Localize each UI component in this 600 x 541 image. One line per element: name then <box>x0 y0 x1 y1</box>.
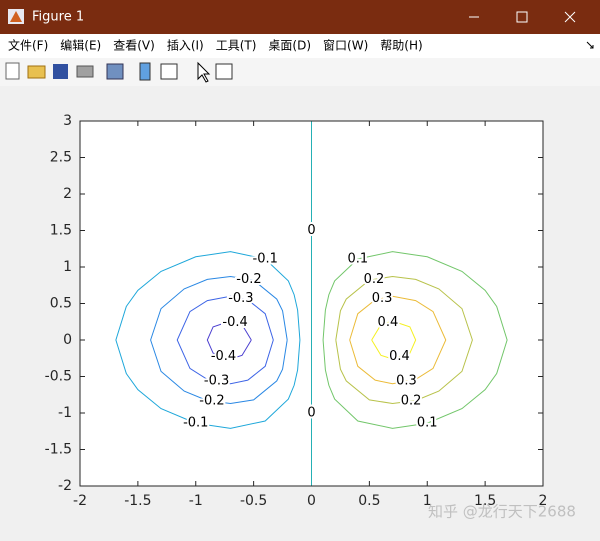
menu-item[interactable]: 查看(V) <box>113 39 155 53</box>
contour-label: 0.3 <box>396 374 417 389</box>
contour-line <box>335 275 473 405</box>
contour-line <box>150 275 288 405</box>
contour-line <box>322 251 508 429</box>
x-tick-label: 1 <box>423 493 432 509</box>
save-icon[interactable] <box>53 64 68 79</box>
new-icon[interactable] <box>5 62 20 80</box>
colorbar-icon[interactable] <box>139 62 151 81</box>
toolbar <box>0 58 600 86</box>
contour-label: -0.4 <box>222 315 247 330</box>
y-tick-label: -1 <box>58 405 72 421</box>
x-tick-label: -1.5 <box>124 493 151 509</box>
contour-line <box>371 320 417 360</box>
contour-label: -0.2 <box>236 272 261 287</box>
y-tick-label: 2.5 <box>50 150 72 166</box>
contour-label: -0.3 <box>228 291 253 306</box>
contour-label: -0.2 <box>199 394 224 409</box>
x-tick-label: 0 <box>307 493 316 509</box>
menu-bar <box>0 34 600 58</box>
menu-item[interactable]: 工具(T) <box>216 39 257 53</box>
contour-label: -0.1 <box>253 251 278 266</box>
toolbar-icons <box>5 61 233 83</box>
x-tick-label: -0.5 <box>240 493 267 509</box>
y-tick-label: 0 <box>63 332 72 348</box>
menu-item[interactable]: 文件(F) <box>8 38 48 53</box>
contour-label: 0.1 <box>347 251 368 266</box>
y-tick-label: -2 <box>58 478 72 494</box>
contour-label: 0.1 <box>417 416 438 431</box>
pointer-icon[interactable] <box>197 61 211 83</box>
contour-line <box>176 295 274 385</box>
menu: 文件(F) 编辑(E) 查看(V) 插入(I) 工具(T) 桌面(D) 窗口(W) 帮助(H) <box>8 38 423 53</box>
contour-label: -0.1 <box>183 416 208 431</box>
contour-label: -0.3 <box>204 374 229 389</box>
link-icon[interactable] <box>106 63 124 80</box>
legend-icon[interactable] <box>160 63 178 80</box>
x-tick-label: 0.5 <box>358 493 380 509</box>
contour-line <box>115 251 301 429</box>
app-icon-shape <box>10 11 22 22</box>
window-title: Figure 1 <box>32 10 84 25</box>
contour-label: 0.4 <box>378 315 399 330</box>
contour-label: 0.3 <box>372 291 393 306</box>
contour-label: 0 <box>307 223 315 238</box>
contour-label: 0.2 <box>401 394 422 409</box>
print-icon[interactable] <box>76 65 94 78</box>
plot: -2 -1.5 -1 -0.5 0 0.5 1 1.5 2 -2 -1.5 -1 -0.5 0 0.5 1 1.… <box>45 113 548 509</box>
property-icon[interactable] <box>215 63 233 80</box>
close-button[interactable] <box>564 11 576 23</box>
title-bar <box>0 0 600 34</box>
open-icon[interactable] <box>27 65 46 79</box>
dock-arrow[interactable] <box>586 41 594 49</box>
y-tick-label: -1.5 <box>45 442 72 458</box>
y-tick-label: -0.5 <box>45 369 72 385</box>
contour-label: 0 <box>307 406 315 421</box>
menu-item[interactable]: 帮助(H) <box>380 39 422 53</box>
x-tick-label: 2 <box>539 493 548 509</box>
y-tick-label: 2 <box>63 186 72 202</box>
y-tick-label: 3 <box>63 113 72 129</box>
watermark: 知乎 @龙行天下2688 <box>428 503 576 521</box>
x-tick-label: -2 <box>73 493 87 509</box>
menu-item[interactable]: 插入(I) <box>167 39 204 53</box>
contour-line <box>206 320 252 360</box>
y-tick-label: 1 <box>63 259 72 275</box>
menu-item[interactable]: 编辑(E) <box>60 38 101 53</box>
maximize-button[interactable] <box>516 11 528 23</box>
contour-label: -0.4 <box>211 349 236 364</box>
contour-label: 0.2 <box>364 272 385 287</box>
x-tick-label: 1.5 <box>474 493 496 509</box>
menu-item[interactable]: 窗口(W) <box>323 39 368 53</box>
contour-line <box>349 295 447 385</box>
y-tick-label: 0.5 <box>50 296 72 312</box>
axes-box <box>79 120 544 487</box>
x-tick-label: -1 <box>189 493 203 509</box>
menu-item[interactable]: 桌面(D) <box>268 39 311 53</box>
contour-label: 0.4 <box>389 349 410 364</box>
y-tick-label: 1.5 <box>50 223 72 239</box>
